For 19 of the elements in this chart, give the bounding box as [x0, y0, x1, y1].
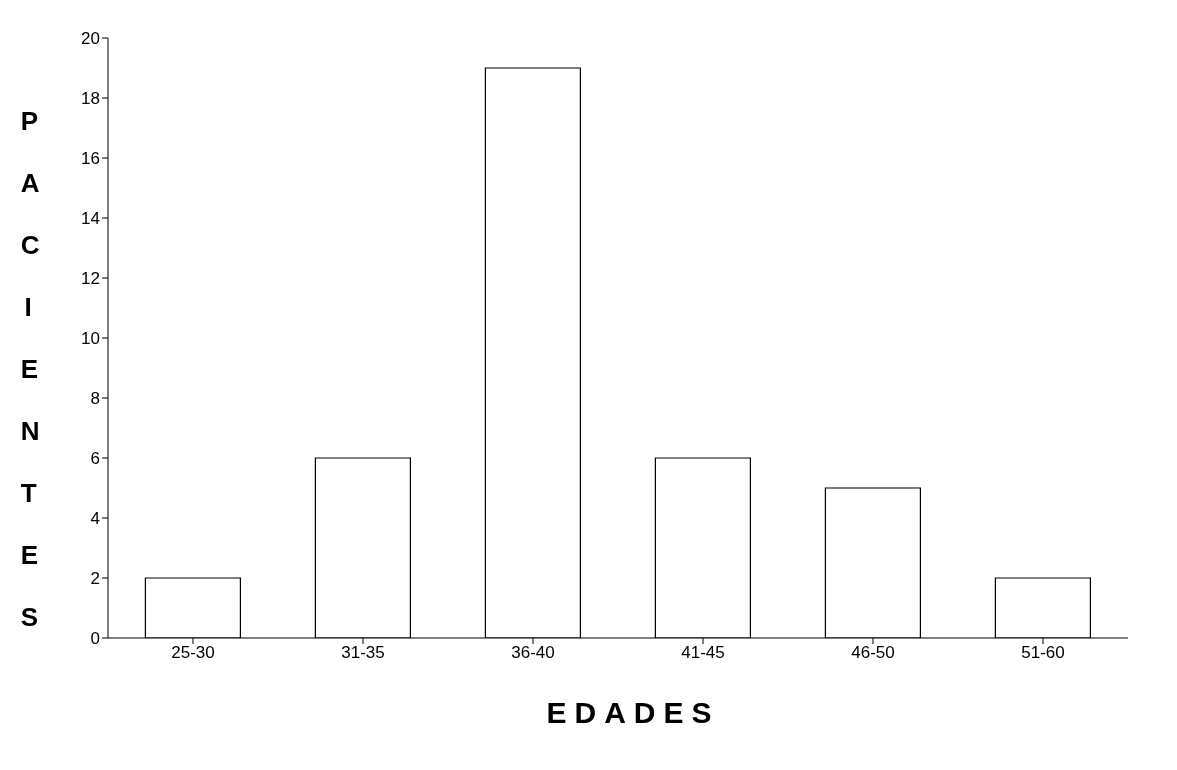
x-tick-label: 25-30 — [171, 643, 215, 663]
y-tick-label: 16 — [81, 149, 100, 169]
x-axis-title: EDADES — [545, 696, 721, 730]
text: PACIENTES — [20, 106, 40, 632]
y-tick-label: 14 — [81, 209, 100, 229]
x-tick-label: 46-50 — [851, 643, 895, 663]
y-tick-label: 6 — [90, 449, 100, 469]
y-tick-label: 4 — [90, 509, 100, 529]
x-tick-label: 41-45 — [681, 643, 725, 663]
y-tick-label: 2 — [90, 569, 100, 589]
y-tick-label: 12 — [81, 269, 100, 289]
x-tick-label: 51-60 — [1021, 643, 1065, 663]
y-tick-label: 8 — [90, 389, 100, 409]
x-tick-label: 36-40 — [511, 643, 555, 663]
y-tick-label: 0 — [90, 629, 100, 649]
y-tick-label: 18 — [81, 89, 100, 109]
x-tick-label: 31-35 — [341, 643, 385, 663]
y-tick-label: 10 — [81, 329, 100, 349]
y-tick-label: 20 — [81, 29, 100, 49]
